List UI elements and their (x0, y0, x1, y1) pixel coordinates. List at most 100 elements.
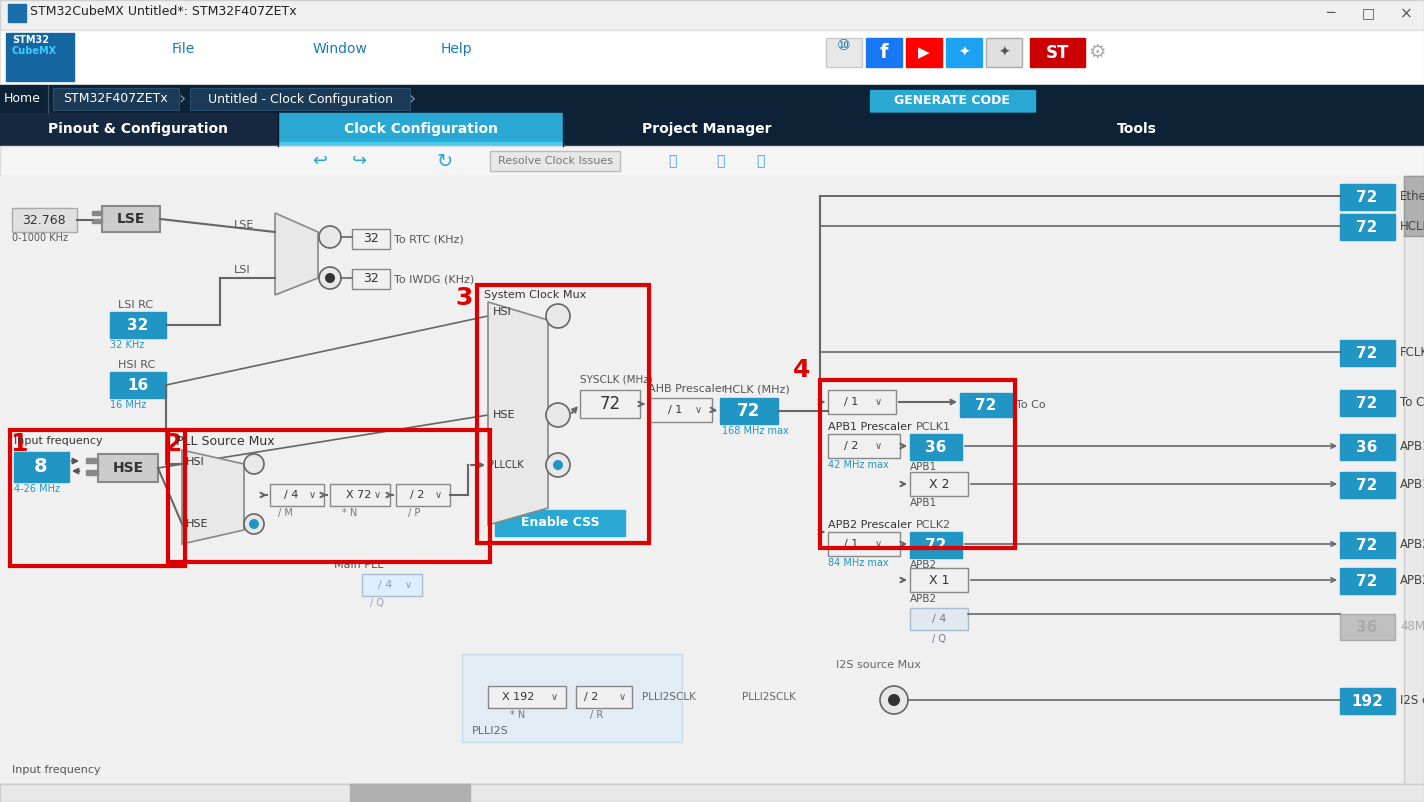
Bar (103, 206, 159, 232)
Text: HSE: HSE (187, 519, 208, 529)
Text: 72: 72 (1356, 573, 1377, 589)
Text: LSI RC: LSI RC (118, 300, 154, 310)
Text: 32: 32 (363, 233, 379, 245)
Text: APB2 Prescaler: APB2 Prescaler (827, 520, 911, 530)
Text: APB1: APB1 (1400, 479, 1424, 492)
Bar (910, 532, 963, 558)
Text: / R: / R (590, 710, 604, 720)
Bar (85, 470, 98, 475)
Text: ∨: ∨ (874, 397, 881, 407)
Text: ∨: ∨ (404, 580, 412, 590)
Text: 4-26 MHz: 4-26 MHz (14, 484, 60, 494)
Text: ∨: ∨ (434, 490, 441, 500)
Text: 72: 72 (1356, 220, 1377, 234)
Bar (0, 30, 1424, 85)
Text: X 72: X 72 (346, 490, 372, 500)
Bar (0, 113, 278, 146)
Text: / 2: / 2 (410, 490, 424, 500)
Text: APB1 Prescaler: APB1 Prescaler (827, 422, 911, 432)
Text: AHB Prescaler: AHB Prescaler (648, 384, 726, 394)
Bar (1340, 688, 1396, 714)
Bar (910, 608, 968, 630)
Text: ✦: ✦ (998, 46, 1010, 60)
Text: 72: 72 (1356, 395, 1377, 411)
Bar (1030, 38, 1085, 67)
Text: / M: / M (278, 508, 293, 518)
Circle shape (319, 267, 340, 289)
Text: ↩: ↩ (312, 152, 328, 170)
Text: APB1: APB1 (910, 498, 937, 508)
Bar (565, 113, 849, 146)
Text: / 4: / 4 (283, 490, 299, 500)
Circle shape (249, 519, 259, 529)
Bar (6, 33, 74, 81)
Text: / 2: / 2 (844, 441, 859, 451)
Circle shape (889, 694, 900, 706)
Text: 16 MHz: 16 MHz (110, 400, 147, 410)
Bar (1340, 532, 1396, 558)
Bar (330, 484, 390, 506)
Bar (328, 474, 459, 564)
Text: PLLCLK: PLLCLK (488, 460, 524, 470)
Text: / 1: / 1 (844, 397, 859, 407)
Bar (9, 4, 26, 22)
Bar (11, 208, 77, 232)
Text: / 1: / 1 (844, 539, 859, 549)
Text: Input frequency: Input frequency (14, 436, 103, 446)
Text: 72: 72 (1356, 346, 1377, 361)
Bar (396, 484, 450, 506)
Bar (946, 38, 983, 67)
Text: APB2: APB2 (910, 594, 937, 604)
Text: ›: › (409, 90, 416, 108)
Bar (0, 784, 1424, 802)
Text: ∨: ∨ (551, 692, 558, 702)
Text: f: f (880, 43, 889, 62)
Text: APB2: APB2 (1400, 538, 1424, 552)
Text: 72: 72 (975, 398, 997, 412)
Text: 16: 16 (127, 378, 148, 392)
Bar (852, 113, 1424, 146)
Text: HSI: HSI (187, 457, 205, 467)
Bar (362, 574, 422, 596)
Bar (0, 146, 1424, 176)
Text: 84 MHz max: 84 MHz max (827, 558, 889, 568)
Text: 32: 32 (363, 273, 379, 286)
Bar (906, 38, 943, 67)
Text: Enable CSS: Enable CSS (521, 516, 600, 529)
Bar (1340, 340, 1396, 366)
Text: To IWDG (KHz): To IWDG (KHz) (394, 274, 474, 284)
Bar (93, 211, 103, 215)
Text: * N: * N (342, 508, 357, 518)
Bar (1404, 176, 1424, 236)
Bar (0, 85, 1424, 113)
Text: SYSCLK (MHz): SYSCLK (MHz) (580, 375, 652, 385)
Bar (827, 390, 896, 414)
Text: LSE: LSE (234, 220, 255, 230)
Text: APB2: APB2 (1400, 574, 1424, 588)
Bar (826, 38, 862, 67)
Text: ↻: ↻ (437, 152, 453, 171)
Bar (1340, 614, 1396, 640)
Bar (820, 380, 1015, 548)
Bar (1340, 472, 1396, 498)
Text: I2S c: I2S c (1400, 695, 1424, 707)
Text: ∨: ∨ (695, 405, 702, 415)
Bar (496, 510, 625, 536)
Text: ⬜: ⬜ (716, 154, 725, 168)
Text: ∨: ∨ (618, 692, 625, 702)
Circle shape (545, 304, 570, 328)
Text: STM32: STM32 (11, 35, 48, 45)
Bar (352, 269, 390, 289)
Text: 72: 72 (600, 395, 621, 413)
Text: ─: ─ (1326, 6, 1334, 20)
Polygon shape (182, 450, 244, 544)
Text: HCLK: HCLK (1400, 221, 1424, 233)
Text: Ether: Ether (1400, 191, 1424, 204)
Text: PCLK1: PCLK1 (916, 422, 951, 432)
Polygon shape (488, 302, 548, 525)
Text: ›: › (178, 90, 185, 108)
Bar (0, 176, 1424, 802)
Bar (0, 0, 1424, 30)
Bar (461, 654, 682, 742)
Bar (490, 151, 619, 171)
